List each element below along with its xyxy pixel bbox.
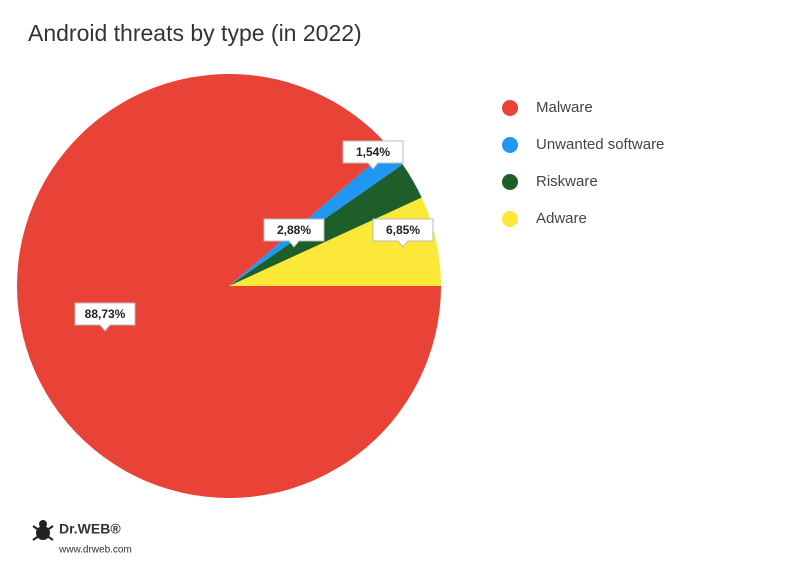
legend-label: Adware <box>536 210 587 227</box>
data-label-text: 1,54% <box>356 145 390 159</box>
data-label-text: 6,85% <box>386 223 420 237</box>
legend-label: Malware <box>536 99 593 116</box>
brand-url: www.drweb.com <box>58 545 132 556</box>
legend-label: Riskware <box>536 173 598 190</box>
legend-marker <box>502 137 518 153</box>
legend-marker <box>502 211 518 227</box>
logo-icon <box>33 520 53 540</box>
legend-marker <box>502 100 518 116</box>
legend-label: Unwanted software <box>536 136 664 153</box>
data-label-text: 88,73% <box>85 307 126 321</box>
brand-logo: Dr.WEB® <box>59 521 121 537</box>
pie-slice <box>17 74 441 498</box>
chart-title: Android threats by type (in 2022) <box>28 20 362 46</box>
data-label-text: 2,88% <box>277 223 311 237</box>
legend-marker <box>502 174 518 190</box>
